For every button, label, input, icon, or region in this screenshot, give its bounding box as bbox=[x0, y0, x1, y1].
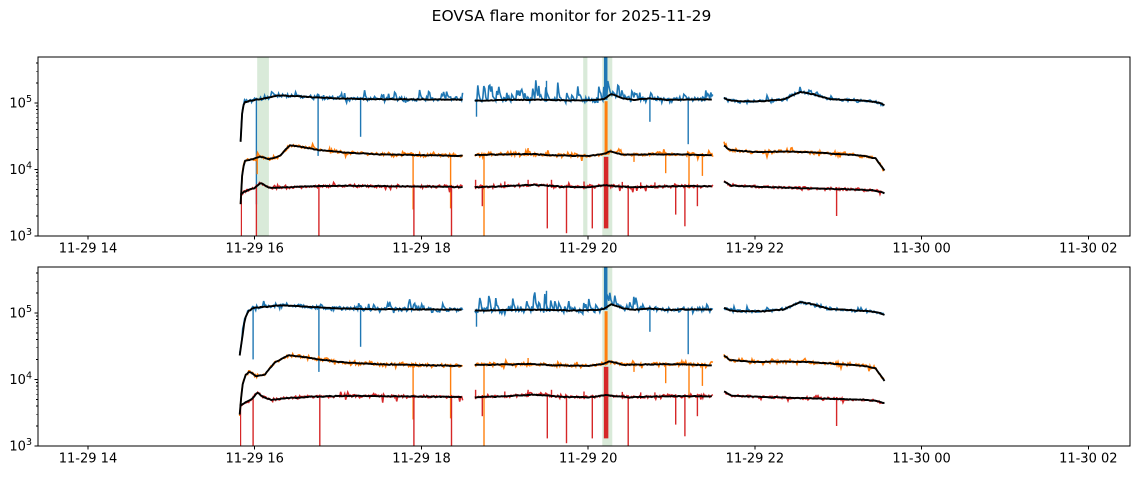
panel-upper: 11-29 14 11-29 16 11-29 18 11-29 20 11-29 22… bbox=[9, 56, 1131, 257]
x-tick-label: 11-29 16 bbox=[225, 242, 283, 257]
blue-smoothed bbox=[239, 94, 463, 142]
orange-smoothed bbox=[239, 144, 463, 205]
red-smoothed bbox=[239, 391, 462, 407]
x-tick-label: 11-30 00 bbox=[892, 242, 950, 257]
x-tick-label: 11-29 14 bbox=[59, 452, 117, 467]
y-tick-label: 105 bbox=[9, 304, 32, 322]
x-tick-label: 11-29 20 bbox=[559, 242, 617, 257]
red-smoothed bbox=[723, 390, 885, 404]
panel-lower: 11-29 14 11-29 16 11-29 18 11-29 20 11-29 22… bbox=[9, 266, 1131, 467]
flare-candidate-band bbox=[583, 57, 588, 236]
red-smoothed bbox=[240, 182, 463, 195]
x-tick-label: 11-30 02 bbox=[1059, 452, 1117, 467]
flare-candidate-band bbox=[257, 57, 269, 236]
y-tick-label: 104 bbox=[9, 371, 32, 389]
red-smoothed bbox=[723, 180, 885, 195]
blue-trace bbox=[723, 86, 885, 107]
blue-smoothed bbox=[474, 303, 712, 312]
orange-smoothed bbox=[474, 360, 712, 367]
orange-smoothed bbox=[723, 354, 886, 382]
x-tick-label: 11-29 20 bbox=[559, 452, 617, 467]
red-trace bbox=[474, 180, 714, 193]
red-smoothed bbox=[474, 183, 712, 189]
y-tick-label: 105 bbox=[9, 94, 32, 112]
y-tick-label: 103 bbox=[9, 227, 32, 245]
blue-trace bbox=[238, 299, 464, 354]
orange-smoothed bbox=[474, 150, 712, 158]
red-smoothed bbox=[474, 393, 712, 399]
x-tick-label: 11-30 02 bbox=[1059, 242, 1117, 257]
x-tick-label: 11-29 22 bbox=[726, 452, 784, 467]
blue-smoothed bbox=[723, 90, 885, 106]
axis-frame bbox=[37, 266, 1131, 447]
orange-trace bbox=[239, 141, 464, 204]
axis-frame bbox=[37, 56, 1131, 237]
blue-smoothed bbox=[723, 301, 885, 316]
x-tick-label: 11-29 16 bbox=[225, 452, 283, 467]
x-tick-label: 11-30 00 bbox=[892, 452, 950, 467]
x-tick-label: 11-29 18 bbox=[392, 452, 450, 467]
blue-smoothed bbox=[474, 93, 712, 102]
plot-area bbox=[239, 57, 886, 236]
plot-area bbox=[238, 267, 886, 446]
y-tick-label: 104 bbox=[9, 161, 32, 179]
y-tick-label: 103 bbox=[9, 437, 32, 455]
orange-smoothed bbox=[723, 144, 886, 172]
chart-title: EOVSA flare monitor for 2025-11-29 bbox=[431, 7, 712, 25]
x-tick-label: 11-29 14 bbox=[59, 242, 117, 257]
blue-smoothed bbox=[238, 304, 462, 356]
x-tick-label: 11-29 18 bbox=[392, 242, 450, 257]
x-tick-label: 11-29 22 bbox=[726, 242, 784, 257]
orange-smoothed bbox=[238, 354, 462, 415]
